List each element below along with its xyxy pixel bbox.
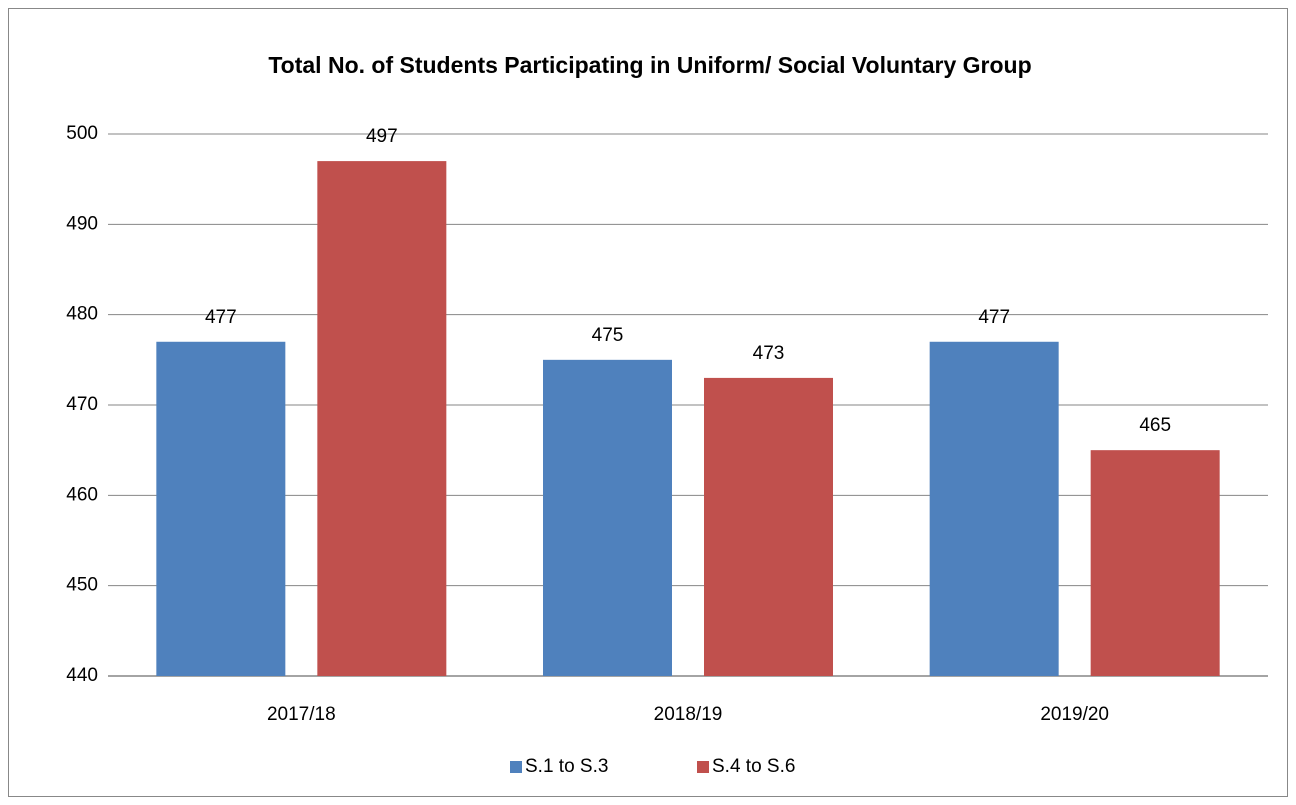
bar <box>1090 450 1220 676</box>
data-label: 465 <box>1139 415 1171 436</box>
y-tick-label: 440 <box>66 665 98 686</box>
bar <box>317 161 447 677</box>
bar <box>929 341 1059 676</box>
x-tick-label: 2018/19 <box>654 704 723 725</box>
x-tick-label: 2019/20 <box>1040 704 1109 725</box>
y-tick-label: 450 <box>66 575 98 596</box>
data-label: 477 <box>978 307 1010 328</box>
legend-label: S.4 to S.6 <box>712 756 795 777</box>
legend-swatch <box>697 761 709 773</box>
bar <box>704 377 833 676</box>
data-label: 473 <box>753 343 785 364</box>
data-label: 475 <box>592 325 624 346</box>
x-tick-label: 2017/18 <box>267 704 336 725</box>
chart-title: Total No. of Students Participating in U… <box>268 52 1031 78</box>
y-tick-label: 490 <box>66 213 98 234</box>
bar <box>156 341 286 676</box>
y-tick-label: 500 <box>66 123 98 144</box>
data-label: 477 <box>205 307 237 328</box>
y-tick-label: 470 <box>66 394 98 415</box>
bar <box>543 359 672 676</box>
legend-swatch <box>510 761 522 773</box>
y-tick-label: 480 <box>66 304 98 325</box>
legend-label: S.1 to S.3 <box>525 756 608 777</box>
data-label: 497 <box>366 126 398 147</box>
y-tick-label: 460 <box>66 484 98 505</box>
